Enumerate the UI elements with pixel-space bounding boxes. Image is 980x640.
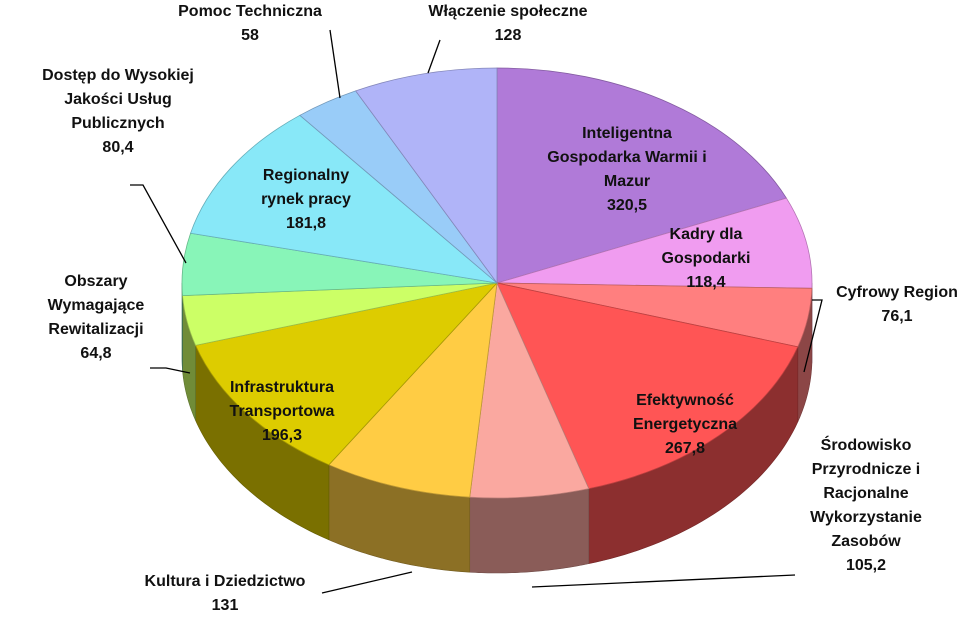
pie-slice (194, 282, 499, 466)
slice-label: Włączenie społeczne 128 (428, 3, 587, 44)
slice-label-line: Pomoc Techniczna (178, 3, 322, 20)
slice-value: 64,8 (80, 345, 111, 362)
slice-label-line: Gospodarka Warmii i (547, 149, 706, 166)
slice-value: 267,8 (665, 440, 705, 457)
slice-label: Cyfrowy Region 76,1 (836, 284, 958, 325)
slice-label-line: Energetyczna (633, 416, 737, 433)
slice-label: Regionalny rynek pracy 181,8 (261, 167, 351, 232)
pie-slice (328, 281, 498, 498)
slice-label-line: Wykorzystanie (810, 509, 922, 526)
leader-line (427, 39, 441, 74)
slice-value: 181,8 (286, 215, 326, 232)
slice-label-line: Mazur (604, 173, 650, 190)
slice-value: 76,1 (881, 308, 912, 325)
slice-side (469, 488, 590, 574)
slice-value: 80,4 (102, 139, 133, 156)
pie-slice (496, 67, 788, 284)
slice-label-line: Rewitalizacji (48, 321, 143, 338)
slice-label-line: Inteligentna (582, 125, 672, 142)
slice-label-line: Zasobów (831, 533, 901, 550)
slice-value: 105,2 (846, 557, 886, 574)
slice-value: 118,4 (686, 274, 725, 291)
slice-label-line: Wymagające (48, 297, 145, 314)
slice-label: Kultura i Dziedzictwo 131 (145, 573, 306, 614)
slice-label: Kadry dla Gospodarki 118,4 (662, 226, 751, 291)
pie-slices (181, 67, 813, 499)
slice-label: Środowisko Przyrodnicze i Racjonalne Wykorz… (810, 435, 922, 574)
slice-label-line: Racjonalne (823, 485, 908, 502)
pie-slice (190, 114, 499, 284)
slice-label: Obszary Wymagające Rewitalizacji 64,8 (48, 273, 145, 362)
slice-label-line: Infrastruktura (230, 379, 334, 396)
pie-slice (355, 67, 498, 285)
slice-label-line: Transportowa (230, 403, 335, 420)
slice-label-line: Obszary (64, 273, 127, 290)
slice-label-line: Cyfrowy Region (836, 284, 958, 301)
pie-slice (496, 282, 799, 490)
slice-label-line: Jakości Usług (64, 91, 172, 108)
slice-label-line: Kultura i Dziedzictwo (145, 573, 306, 590)
slice-value: 128 (495, 27, 522, 44)
slice-value: 58 (241, 27, 259, 44)
slice-label-line: Włączenie społeczne (428, 3, 587, 20)
pie-slice (496, 197, 813, 289)
leader-line (321, 571, 413, 594)
slice-label-line: Regionalny (263, 167, 349, 184)
slice-label: Infrastruktura Transportowa 196,3 (230, 379, 335, 444)
pie-slice (469, 281, 590, 499)
leader-lines (130, 29, 823, 594)
slice-value: 320,5 (607, 197, 647, 214)
leader-line (329, 29, 341, 99)
slice-label-line: Środowisko (821, 435, 912, 454)
slice-label: Dostęp do Wysokiej Jakości Usług Publiczny… (42, 67, 194, 156)
slice-label: Efektywność Energetyczna 267,8 (633, 392, 737, 457)
slice-value: 196,3 (262, 427, 302, 444)
slice-label-line: Przyrodnicze i (812, 461, 920, 478)
leader-line (531, 574, 796, 588)
slice-label-line: Kadry dla (670, 226, 743, 243)
slice-value: 131 (212, 597, 239, 614)
slice-label-line: Gospodarki (662, 250, 751, 267)
slice-labels: Inteligentna Gospodarka Warmii i Mazur 320,… (42, 3, 958, 614)
leader-line (150, 367, 191, 374)
leader-line (130, 184, 187, 264)
slice-label-line: rynek pracy (261, 191, 351, 208)
slice-label: Inteligentna Gospodarka Warmii i Mazur 320,… (547, 125, 706, 214)
slice-label-line: Efektywność (636, 392, 734, 409)
slice-label: Pomoc Techniczna 58 (178, 3, 322, 44)
slice-label-line: Dostęp do Wysokiej (42, 67, 194, 84)
slice-label-line: Publicznych (71, 115, 164, 132)
leader-line (803, 299, 823, 373)
